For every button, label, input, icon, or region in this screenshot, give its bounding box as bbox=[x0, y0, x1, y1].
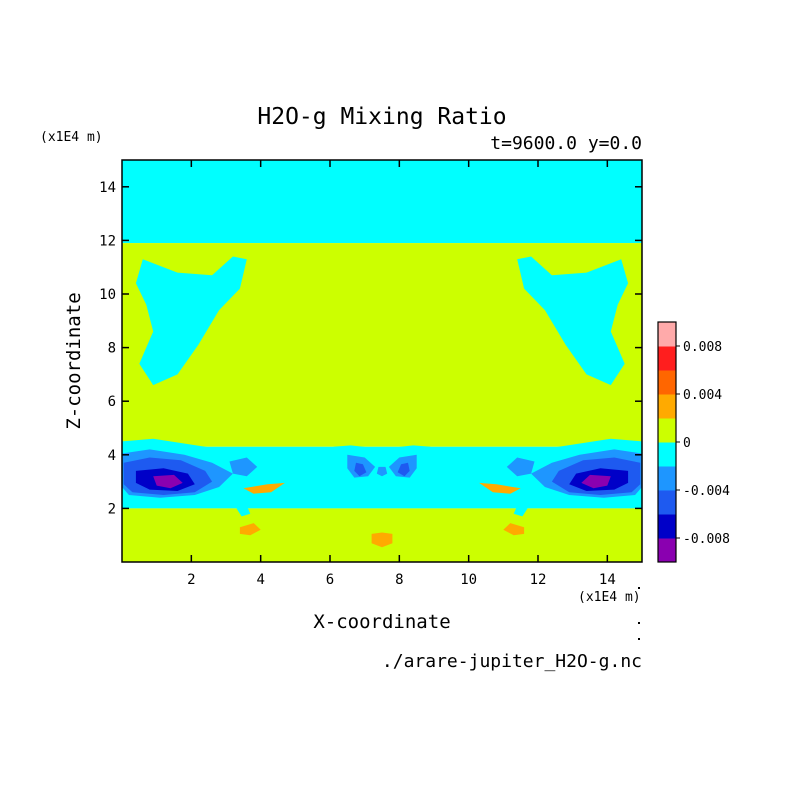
contour-region-20 bbox=[312, 245, 341, 270]
contour-region-16 bbox=[397, 462, 410, 477]
colorbar-swatch bbox=[658, 466, 676, 491]
x-tick-label: 10 bbox=[460, 572, 477, 588]
x-tick-label: 8 bbox=[395, 572, 403, 588]
contour-region-22 bbox=[354, 310, 372, 332]
contour-region-29 bbox=[236, 505, 251, 517]
colorbar-tick-label: -0.008 bbox=[683, 532, 730, 547]
x-tick-label: 2 bbox=[187, 572, 195, 588]
y-tick-label: 6 bbox=[108, 394, 116, 410]
contour-region-21 bbox=[423, 245, 452, 270]
contour-region-25 bbox=[479, 482, 521, 494]
contour-region-15 bbox=[354, 462, 367, 477]
contour-region-17 bbox=[376, 466, 388, 477]
colorbar-swatch bbox=[658, 442, 676, 467]
plot-frame bbox=[121, 159, 643, 563]
contour-region-23 bbox=[392, 310, 410, 332]
corner-marks bbox=[638, 587, 640, 640]
colorbar-tick-label: -0.004 bbox=[683, 484, 730, 499]
x-tick-label: 14 bbox=[599, 572, 616, 588]
x-tick-label: 6 bbox=[326, 572, 334, 588]
contour-region-1 bbox=[517, 256, 629, 386]
contour-region-27 bbox=[503, 523, 525, 536]
contour-region-0 bbox=[135, 256, 247, 386]
y-tick-label: 2 bbox=[108, 501, 116, 517]
colorbar-swatch bbox=[658, 514, 676, 539]
y-unit-label: (x1E4 m) bbox=[40, 130, 103, 145]
x-axis-ticks: 2 4 6 8 10 12 14 bbox=[187, 160, 616, 588]
x-unit-label: (x1E4 m) bbox=[578, 590, 641, 605]
contour-plot-area bbox=[122, 160, 642, 562]
contour-region-24 bbox=[243, 482, 285, 494]
source-file-label: ./arare-jupiter_H2O-g.nc bbox=[382, 651, 642, 672]
chart-subtitle: t=9600.0 y=0.0 bbox=[490, 133, 642, 154]
x-tick-label: 12 bbox=[530, 572, 547, 588]
colorbar-tick-label: 0.004 bbox=[683, 388, 722, 403]
colorbar-tick-label: 0.008 bbox=[683, 340, 722, 355]
colorbar-swatch bbox=[658, 418, 676, 443]
contour-region-18 bbox=[229, 457, 258, 477]
contour-region-26 bbox=[239, 523, 261, 536]
y-tick-label: 14 bbox=[99, 180, 116, 196]
contour-region-28 bbox=[371, 532, 393, 548]
colorbar-swatch bbox=[658, 346, 676, 371]
y-axis-ticks: 2 4 6 8 10 12 14 bbox=[99, 180, 642, 517]
colorbar-swatch bbox=[658, 394, 676, 419]
y-tick-label: 10 bbox=[99, 287, 116, 303]
contour-region-19 bbox=[506, 457, 535, 477]
x-tick-label: 4 bbox=[256, 572, 264, 588]
colorbar-swatch bbox=[658, 490, 676, 515]
x-axis-label: X-coordinate bbox=[313, 611, 450, 633]
colorbar-tick-label: 0 bbox=[683, 436, 691, 451]
colorbar-swatch bbox=[658, 538, 676, 563]
colorbar-swatch bbox=[658, 370, 676, 395]
contour-region-10 bbox=[153, 474, 183, 489]
chart-title: H2O-g Mixing Ratio bbox=[257, 104, 506, 130]
y-tick-label: 8 bbox=[108, 341, 116, 357]
y-axis-label: Z-coordinate bbox=[63, 292, 85, 429]
colorbar-swatch bbox=[658, 322, 676, 347]
contour-region-11 bbox=[581, 474, 611, 489]
y-tick-label: 12 bbox=[99, 233, 116, 249]
contour-region-30 bbox=[513, 505, 528, 517]
y-tick-label: 4 bbox=[108, 448, 116, 464]
colorbar: -0.008 -0.004 0 0.004 0.008 bbox=[657, 321, 730, 563]
contour-band-0 bbox=[122, 160, 642, 244]
contour-band-1 bbox=[122, 243, 642, 447]
